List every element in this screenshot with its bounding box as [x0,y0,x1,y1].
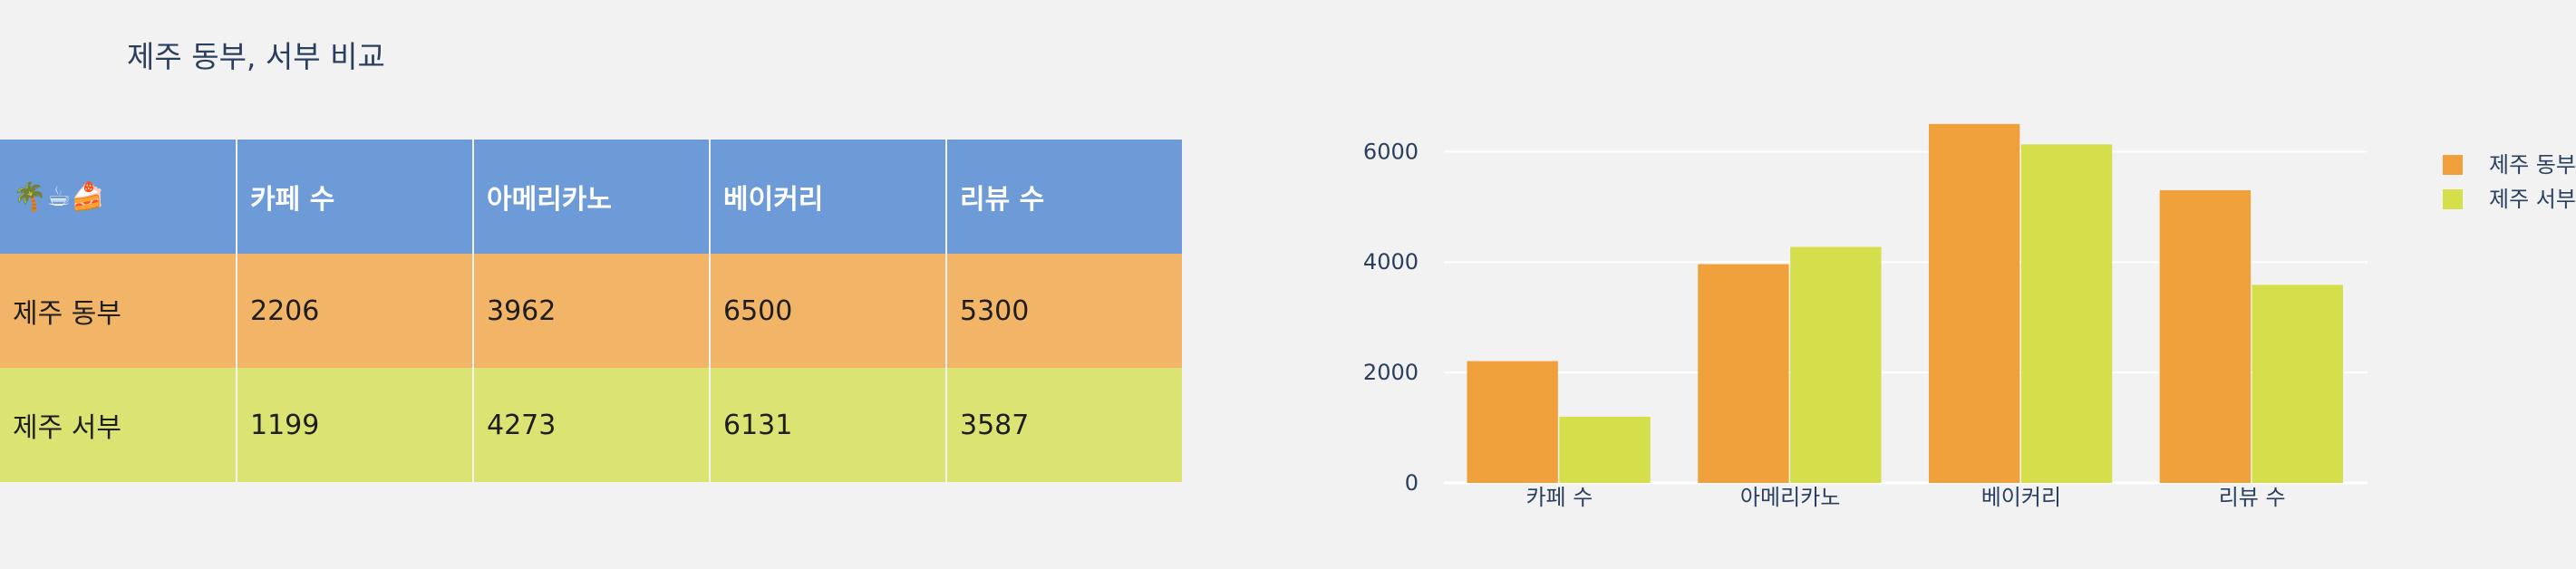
bar [1928,123,2020,483]
row-label: 제주 서부 [0,368,237,482]
bar [2252,284,2344,483]
header-review-count: 리뷰 수 [946,140,1184,254]
header-americano: 아메리카노 [473,140,711,254]
legend-swatch [2443,189,2463,209]
table-cell: 6131 [710,368,947,482]
y-tick-label: 2000 [1363,360,1419,385]
table-header-row: 🌴☕🍰 카페 수 아메리카노 베이커리 리뷰 수 [0,140,1184,254]
legend-swatch [2443,155,2463,175]
y-tick-label: 6000 [1363,139,1419,164]
table-cell: 3587 [946,368,1184,482]
x-tick-label: 아메리카노 [1740,485,1840,510]
bar [2020,144,2113,484]
header-emoji: 🌴☕🍰 [0,140,237,254]
y-tick-label: 4000 [1363,249,1419,275]
table-row: 제주 동부 2206 3962 6500 5300 [0,254,1184,368]
table-row: 제주 서부 1199 4273 6131 3587 [0,368,1184,482]
comparison-table: 🌴☕🍰 카페 수 아메리카노 베이커리 리뷰 수 제주 동부 2206 3962… [0,140,1184,482]
table-cell: 2206 [237,254,474,368]
bar [1790,246,1882,483]
y-tick-label: 0 [1405,470,1419,496]
x-tick-label: 베이커리 [1981,485,2061,510]
header-bakery: 베이커리 [710,140,947,254]
table-cell: 3962 [473,254,711,368]
table-cell: 6500 [710,254,947,368]
bar [1698,264,1789,483]
header-cafe-count: 카페 수 [237,140,474,254]
bar [2159,189,2252,483]
bar [1467,361,1558,483]
x-tick-label: 카페 수 [1525,485,1593,510]
bar [1559,416,1651,483]
legend-label: 제주 서부 [2489,187,2576,212]
x-tick-label: 리뷰 수 [2219,485,2286,510]
row-label: 제주 동부 [0,254,237,368]
legend-label: 제주 동부 [2489,152,2576,178]
table-cell: 1199 [237,368,474,482]
table-cell: 4273 [473,368,711,482]
table-cell: 5300 [946,254,1184,368]
page-title: 제주 동부, 서부 비교 [127,39,385,74]
